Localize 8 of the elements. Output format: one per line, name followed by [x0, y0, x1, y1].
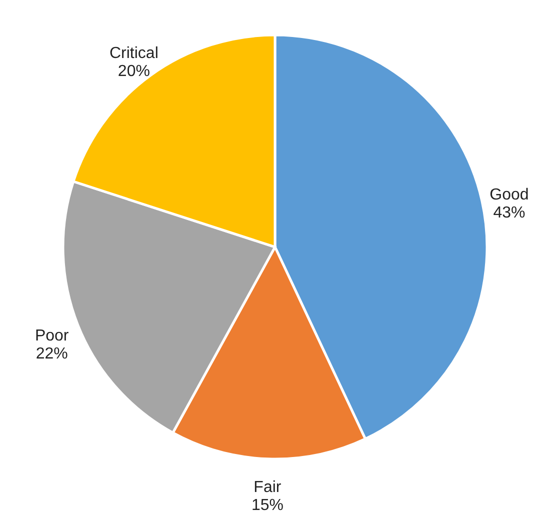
data-label: 20% — [118, 62, 150, 80]
slice-label: Critical — [109, 44, 158, 62]
data-label: 43% — [493, 204, 526, 222]
slice-label: Good — [490, 186, 529, 204]
data-label: 22% — [36, 345, 68, 362]
slice-label: Poor — [34, 327, 70, 344]
slice-label: Fair — [254, 478, 282, 496]
data-label: 15% — [251, 496, 284, 514]
